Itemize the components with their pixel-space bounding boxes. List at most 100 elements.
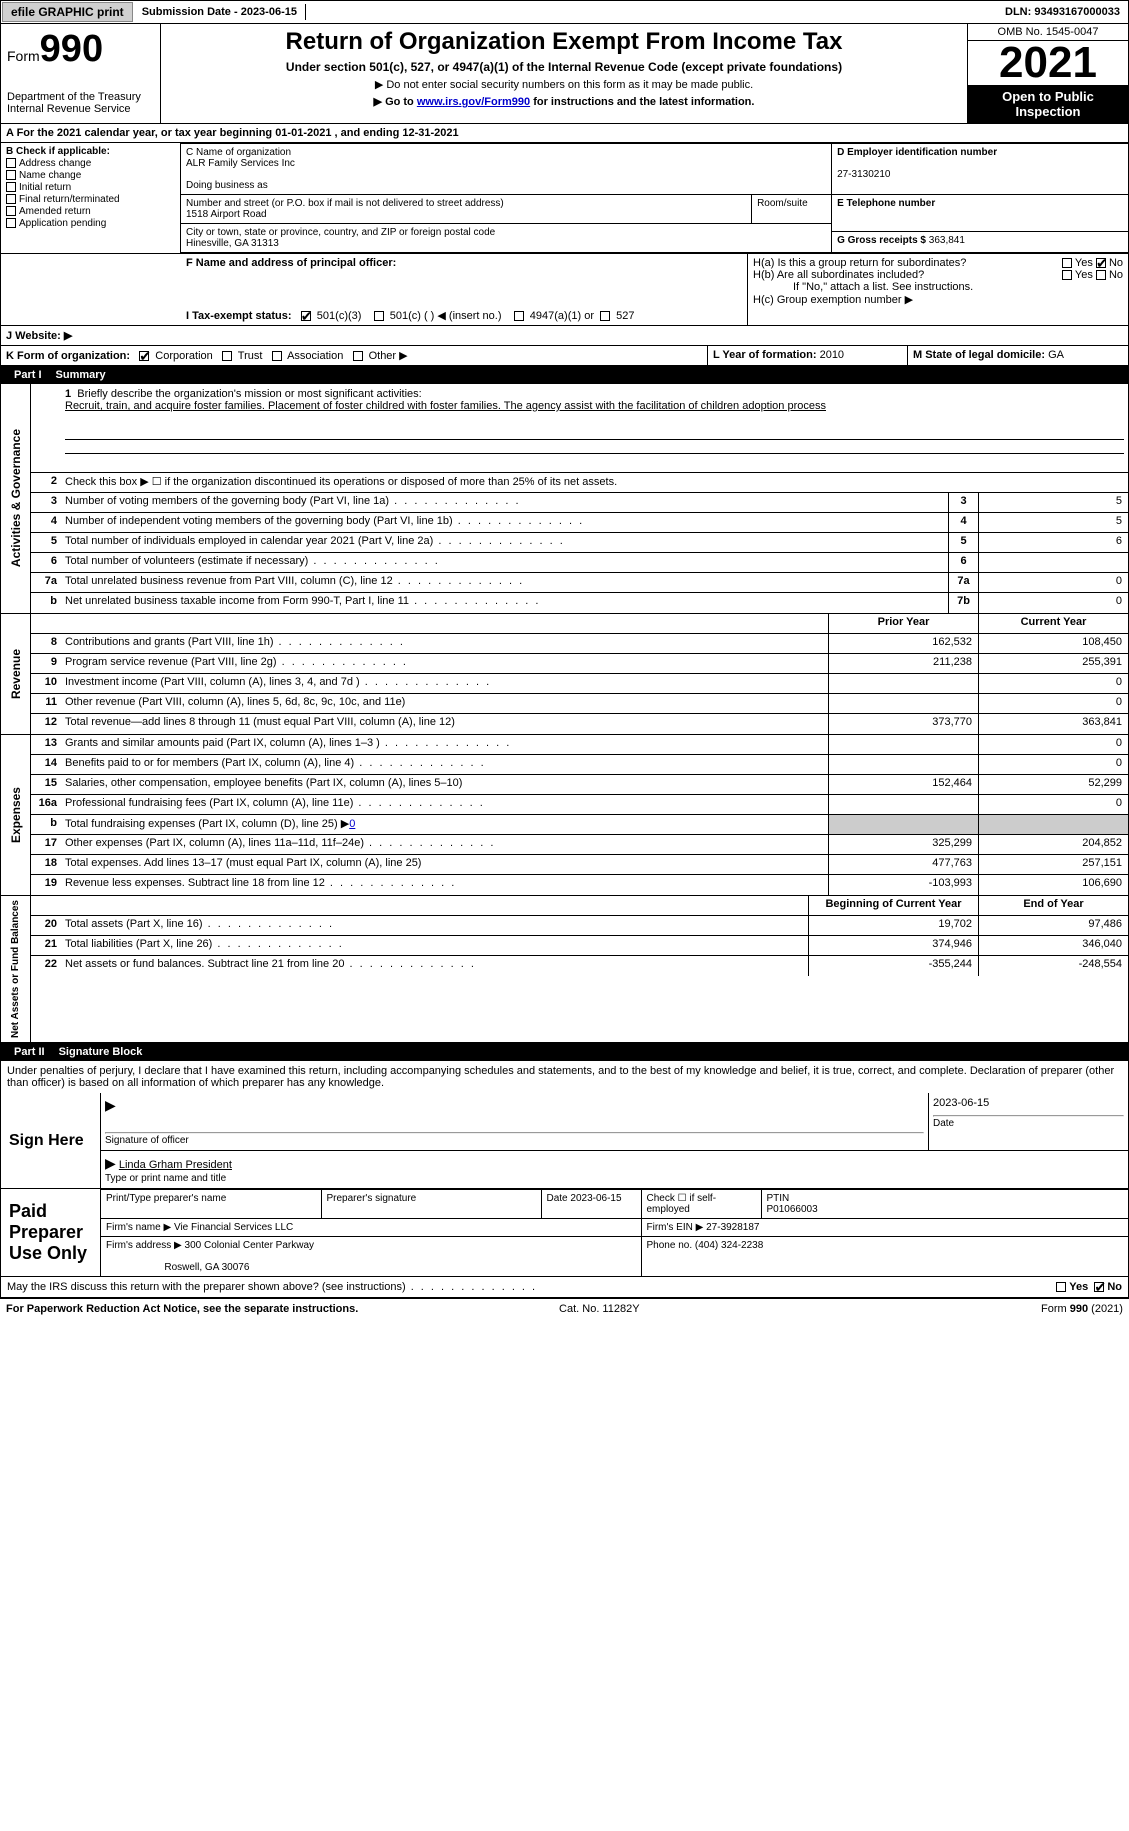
firm-addr1: 300 Colonial Center Parkway: [185, 1240, 315, 1251]
chk-ha-yes[interactable]: [1062, 258, 1072, 268]
chk-name[interactable]: Name change: [6, 170, 175, 181]
sig-date-label: Date: [933, 1118, 954, 1129]
c8: 108,450: [978, 634, 1128, 653]
hdr-current: Current Year: [978, 614, 1128, 633]
firm-name: Vie Financial Services LLC: [174, 1222, 293, 1233]
chk-initial[interactable]: Initial return: [6, 182, 175, 193]
l16a: Professional fundraising fees (Part IX, …: [61, 795, 828, 814]
chk-527[interactable]: [600, 311, 610, 321]
lbl-yes: Yes: [1075, 257, 1093, 269]
l21: Total liabilities (Part X, line 26): [61, 936, 808, 955]
p20: 19,702: [808, 916, 978, 935]
prep-date: Date 2023-06-15: [547, 1193, 622, 1204]
footer-mid: Cat. No. 11282Y: [559, 1303, 640, 1315]
l14: Benefits paid to or for members (Part IX…: [61, 755, 828, 774]
l19: Revenue less expenses. Subtract line 18 …: [61, 875, 828, 895]
section-c-table: C Name of organization ALR Family Servic…: [181, 143, 1128, 253]
v7b: 0: [978, 593, 1128, 613]
public-inspection: Open to Public Inspection: [968, 85, 1128, 123]
officer-name-label: Type or print name and title: [105, 1173, 226, 1184]
c11: 0: [978, 694, 1128, 713]
l4: Number of independent voting members of …: [61, 513, 948, 532]
addr-label: Number and street (or P.O. box if mail i…: [186, 198, 504, 209]
hdr-end: End of Year: [978, 896, 1128, 915]
h-a-label: H(a) Is this a group return for subordin…: [753, 257, 1062, 269]
period-text: A For the 2021 calendar year, or tax yea…: [1, 124, 1128, 142]
lbl-corp: Corporation: [155, 350, 212, 362]
submission-date: Submission Date - 2023-06-15: [134, 4, 306, 20]
chk-hb-no[interactable]: [1096, 270, 1106, 280]
p11: [828, 694, 978, 713]
l18: Total expenses. Add lines 13–17 (must eq…: [61, 855, 828, 874]
hdr-begin: Beginning of Current Year: [808, 896, 978, 915]
chk-final[interactable]: Final return/terminated: [6, 194, 175, 205]
l5: Total number of individuals employed in …: [61, 533, 948, 552]
l16b-link[interactable]: 0: [349, 818, 355, 830]
l7b: Net unrelated business taxable income fr…: [61, 593, 948, 613]
city-value: Hinesville, GA 31313: [186, 238, 279, 249]
chk-discuss-no[interactable]: [1094, 1282, 1104, 1292]
chk-discuss-yes[interactable]: [1056, 1282, 1066, 1292]
prep-sig-label: Preparer's signature: [327, 1193, 417, 1204]
sig-date-val: 2023-06-15: [933, 1097, 989, 1109]
summary-rev: Revenue Prior YearCurrent Year 8Contribu…: [0, 614, 1129, 735]
m-val: GA: [1048, 349, 1064, 361]
v4: 5: [978, 513, 1128, 532]
tax-year: 2021: [968, 41, 1128, 85]
dept-treasury: Department of the Treasury: [7, 91, 154, 103]
chk-other[interactable]: [353, 351, 363, 361]
chk-ha-no[interactable]: [1096, 258, 1106, 268]
p13: [828, 735, 978, 754]
c10: 0: [978, 674, 1128, 693]
chk-address[interactable]: Address change: [6, 158, 175, 169]
p19: -103,993: [828, 875, 978, 895]
lbl-501c: 501(c) ( ) ◀ (insert no.): [390, 310, 502, 322]
p14: [828, 755, 978, 774]
p10: [828, 674, 978, 693]
c14: 0: [978, 755, 1128, 774]
lbl-trust: Trust: [238, 350, 263, 362]
page-footer: For Paperwork Reduction Act Notice, see …: [0, 1298, 1129, 1319]
firm-name-label: Firm's name ▶: [106, 1222, 171, 1233]
lbl-yes2: Yes: [1075, 269, 1093, 281]
p12: 373,770: [828, 714, 978, 734]
goto-post: for instructions and the latest informat…: [533, 96, 754, 108]
paid-preparer-label: Paid Preparer Use Only: [1, 1189, 101, 1276]
chk-4947[interactable]: [514, 311, 524, 321]
side-rev: Revenue: [7, 645, 25, 703]
chk-501c3[interactable]: [301, 311, 311, 321]
chk-amended[interactable]: Amended return: [6, 206, 175, 217]
c17: 204,852: [978, 835, 1128, 854]
p15: 152,464: [828, 775, 978, 794]
firm-phone: (404) 324-2238: [695, 1240, 763, 1251]
dba-label: Doing business as: [186, 180, 268, 191]
summary-net: Net Assets or Fund Balances Beginning of…: [0, 896, 1129, 1043]
h-c-label: H(c) Group exemption number ▶: [753, 293, 1123, 306]
efile-print-button[interactable]: efile GRAPHIC print: [2, 2, 133, 22]
discuss-yes: Yes: [1069, 1281, 1088, 1293]
chk-app[interactable]: Application pending: [6, 218, 175, 229]
officer-name: Linda Grham President: [119, 1159, 232, 1171]
p17: 325,299: [828, 835, 978, 854]
chk-assoc[interactable]: [272, 351, 282, 361]
l17: Other expenses (Part IX, column (A), lin…: [61, 835, 828, 854]
c12: 363,841: [978, 714, 1128, 734]
irs-link[interactable]: www.irs.gov/Form990: [417, 96, 530, 108]
h-note: If "No," attach a list. See instructions…: [753, 281, 1123, 293]
form-number: Form990: [7, 28, 154, 71]
chk-corp[interactable]: [139, 351, 149, 361]
chk-hb-yes[interactable]: [1062, 270, 1072, 280]
self-emp: Check ☐ if self-employed: [647, 1193, 717, 1215]
phone-label: E Telephone number: [837, 198, 935, 209]
l7a: Total unrelated business revenue from Pa…: [61, 573, 948, 592]
chk-501c[interactable]: [374, 311, 384, 321]
footer-left: For Paperwork Reduction Act Notice, see …: [6, 1303, 358, 1315]
l1-text: Recruit, train, and acquire foster famil…: [65, 400, 826, 412]
city-label: City or town, state or province, country…: [186, 227, 495, 238]
chk-trust[interactable]: [222, 351, 232, 361]
part2-title: Signature Block: [59, 1046, 143, 1058]
l1-label: Briefly describe the organization's miss…: [77, 388, 421, 400]
p18: 477,763: [828, 855, 978, 874]
l8: Contributions and grants (Part VIII, lin…: [61, 634, 828, 653]
lbl-no2: No: [1109, 269, 1123, 281]
